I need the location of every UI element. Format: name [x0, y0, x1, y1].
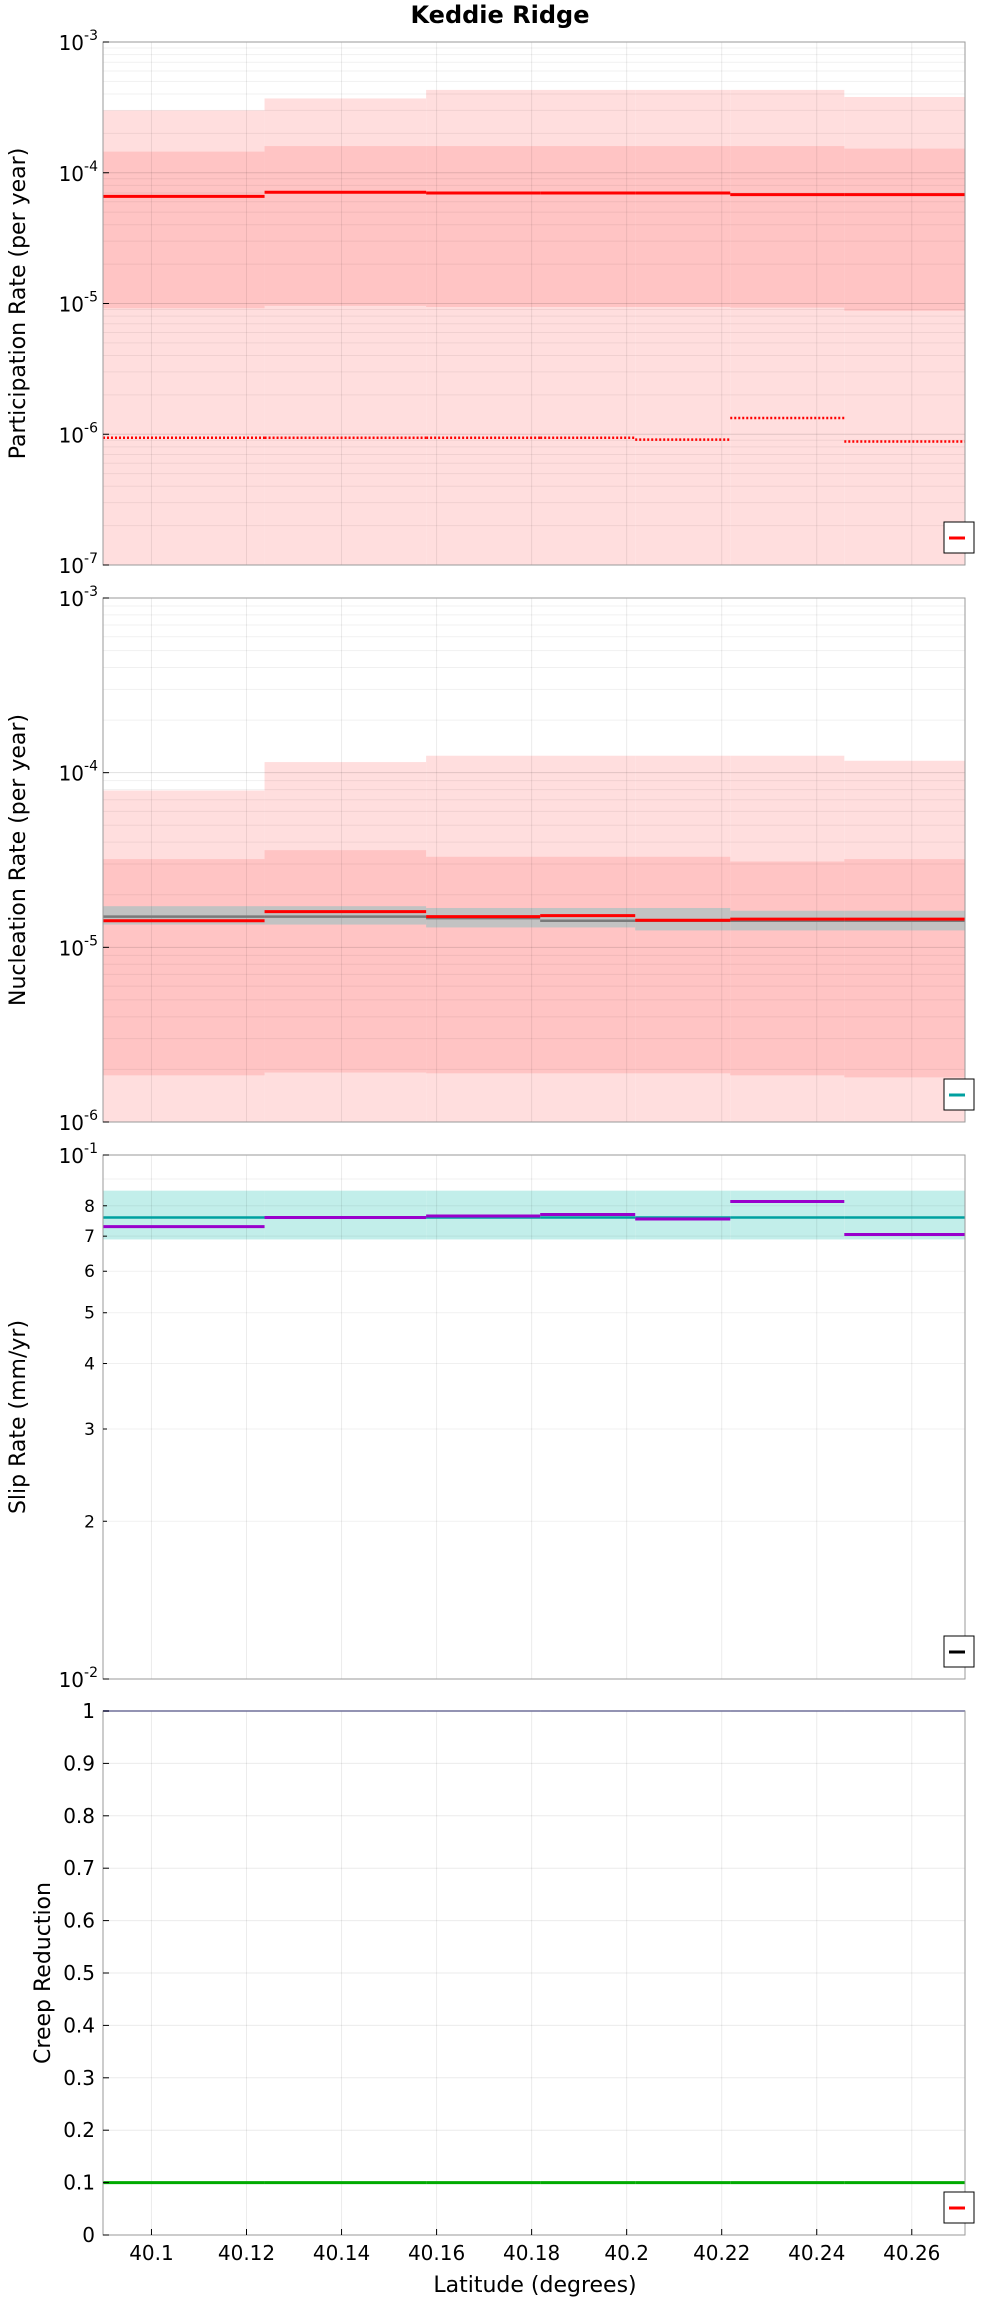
y-minor-tick-label: 3 [84, 1420, 95, 1440]
y-tick-label: 10-3 [59, 28, 98, 55]
y-tick-label: 10-4 [59, 759, 99, 786]
plot-frame [102, 1154, 966, 1680]
plot-area [103, 1711, 965, 2235]
plot-frame [102, 597, 966, 1123]
y-tick-label: 0.4 [63, 2013, 95, 2037]
y-tick-label: 10-1 [59, 1141, 98, 1168]
y-axis-label: Nucleation Rate (per year) [6, 714, 31, 1006]
y-tick-exponent: -3 [84, 28, 98, 44]
y-tick-exponent: -5 [84, 290, 98, 306]
y-axis-label: Slip Rate (mm/yr) [6, 1320, 31, 1514]
y-minor-tick-label: 8 [84, 1197, 95, 1217]
y-tick-label: 0.2 [63, 2118, 95, 2142]
band-segment [264, 146, 427, 306]
x-tick-label: 40.14 [313, 2241, 370, 2265]
y-tick-base: 10 [59, 1111, 84, 1135]
band-segment [635, 146, 731, 308]
y-tick-label: 1 [82, 1699, 95, 1723]
y-axis-label: Participation Rate (per year) [6, 148, 31, 460]
y-tick-label: 0.9 [63, 1751, 95, 1775]
y-tick-base: 10 [59, 554, 84, 578]
chart-title: Keddie Ridge [410, 1, 589, 29]
y-minor-tick-label: 6 [84, 1262, 95, 1282]
y-tick-exponent: -7 [84, 551, 98, 567]
y-axis-label: Creep Reduction [31, 1882, 56, 2064]
y-tick-label: 0.5 [63, 1961, 95, 1985]
band-segment [264, 850, 427, 1073]
y-tick-base: 10 [59, 587, 84, 611]
band-segment [264, 1190, 427, 1240]
y-tick-exponent: -2 [84, 1665, 98, 1681]
y-tick-label: 10-5 [59, 933, 98, 960]
y-tick-base: 10 [59, 293, 84, 317]
band-segment [844, 148, 965, 311]
x-axis-ticks: 40.1 40.12 40.14 40.16 40.18 40.2 40.22 40.24 40… [129, 2229, 940, 2265]
y-minor-tick-label: 2 [84, 1512, 95, 1532]
y-tick-label: 0.8 [63, 1804, 95, 1828]
y-tick-label: 0 [82, 2223, 95, 2247]
band-segment [844, 859, 965, 1078]
x-tick-label: 40.22 [693, 2241, 750, 2265]
y-tick-label: 10-5 [59, 290, 98, 317]
y-tick-exponent: -4 [84, 759, 98, 775]
y-tick-exponent: -6 [84, 420, 98, 436]
band-segment [103, 151, 265, 309]
band-segment [730, 1190, 845, 1240]
y-tick-base: 10 [59, 162, 84, 186]
y-tick-base: 10 [59, 936, 84, 960]
y-tick-base: 10 [59, 1668, 84, 1692]
plot-area [103, 1155, 965, 1679]
x-axis-label: Latitude (degrees) [433, 2273, 636, 2298]
y-tick-label: 10-4 [59, 159, 99, 186]
y-tick-label: 10-6 [59, 1108, 99, 1135]
y-tick-label: 0.6 [63, 1909, 95, 1933]
y-tick-base: 10 [59, 762, 84, 786]
band-segment [635, 856, 731, 1074]
y-tick-label: 0.7 [63, 1856, 95, 1880]
y-tick-exponent: -6 [84, 1108, 98, 1124]
x-tick-label: 40.18 [503, 2241, 560, 2265]
x-tick-label: 40.16 [408, 2241, 465, 2265]
y-tick-exponent: -5 [84, 933, 98, 949]
y-tick-label: 10-3 [59, 584, 98, 611]
y-tick-label: 10-7 [59, 551, 98, 578]
x-tick-label: 40.24 [788, 2241, 845, 2265]
y-tick-base: 10 [59, 31, 84, 55]
y-tick-label: 10-6 [59, 420, 99, 447]
y-tick-base: 10 [59, 1144, 84, 1168]
y-tick-label: 0.1 [63, 2171, 95, 2195]
x-tick-label: 40.2 [604, 2241, 649, 2265]
band-segment [730, 861, 845, 1076]
y-minor-tick-label: 4 [84, 1355, 95, 1375]
y-tick-exponent: -4 [84, 159, 98, 175]
band-segment [635, 1190, 731, 1240]
band-segment [103, 859, 265, 1076]
band-segment [730, 146, 845, 308]
panel-creep-reduction: 0 0.1 0.2 0.3 0.4 0.5 0.6 0.7 0.8 0.9 1 Creep Reduc… [31, 1699, 975, 2247]
band-segment [426, 146, 636, 308]
x-tick-label: 40.26 [883, 2241, 940, 2265]
x-tick-label: 40.12 [218, 2241, 275, 2265]
band-segment [844, 1190, 965, 1240]
y-tick-label: 10-2 [59, 1665, 98, 1692]
y-tick-label: 0.3 [63, 2066, 95, 2090]
x-tick-label: 40.1 [129, 2241, 174, 2265]
y-minor-tick-label: 5 [84, 1304, 95, 1324]
y-minor-tick-label: 7 [84, 1227, 95, 1247]
y-tick-exponent: -3 [84, 584, 98, 600]
y-tick-exponent: -1 [84, 1141, 98, 1157]
band-segment [426, 856, 636, 1074]
band-segment [103, 1190, 265, 1240]
y-tick-base: 10 [59, 423, 84, 447]
